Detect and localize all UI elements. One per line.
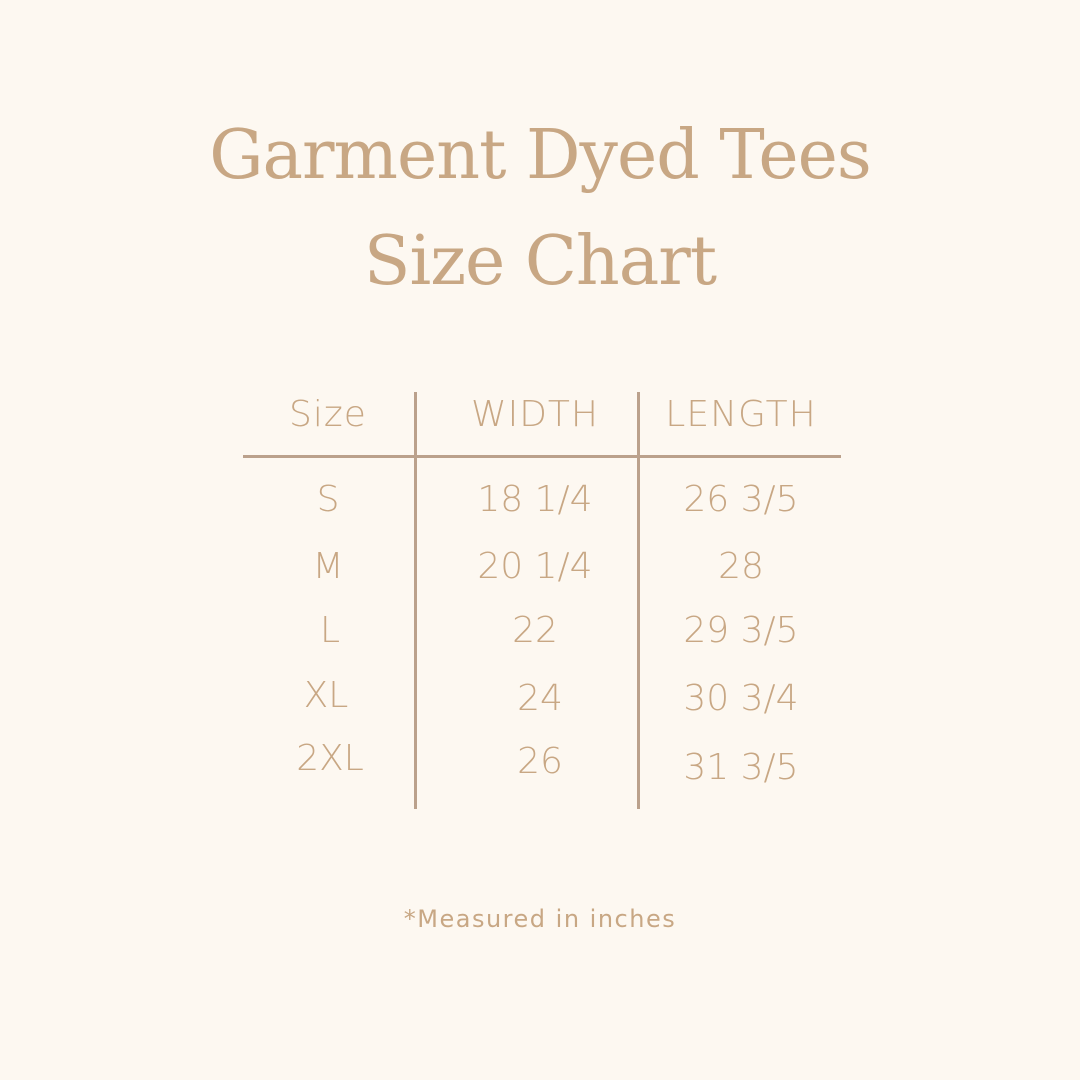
length-cell: 26 3/5 [683,479,799,520]
width-cell: 18 1/4 [477,479,593,520]
length-cell: 29 3/5 [683,610,799,651]
width-cell: 24 [517,678,563,719]
width-cell: 26 [517,741,563,782]
length-cell: 28 [718,546,764,587]
width-cell: 22 [512,610,558,651]
width-cell: 20 1/4 [477,546,593,587]
column-divider-1 [414,392,417,809]
size-cell: XL [303,675,349,716]
header-size: Size [289,394,367,435]
size-cell: S [316,479,340,520]
length-cell: 31 3/5 [683,747,799,788]
title-line-2: Size Chart [363,222,717,301]
size-cell: 2XL [296,738,364,779]
header-divider [243,455,841,458]
column-divider-2 [637,392,640,809]
footnote: *Measured in inches [403,905,677,933]
header-length: LENGTH [665,394,817,435]
size-cell: L [319,610,341,651]
header-width: WIDTH [471,394,599,435]
title-line-1: Garment Dyed Tees [209,116,872,195]
length-cell: 30 3/4 [683,678,799,719]
size-cell: M [312,546,344,587]
